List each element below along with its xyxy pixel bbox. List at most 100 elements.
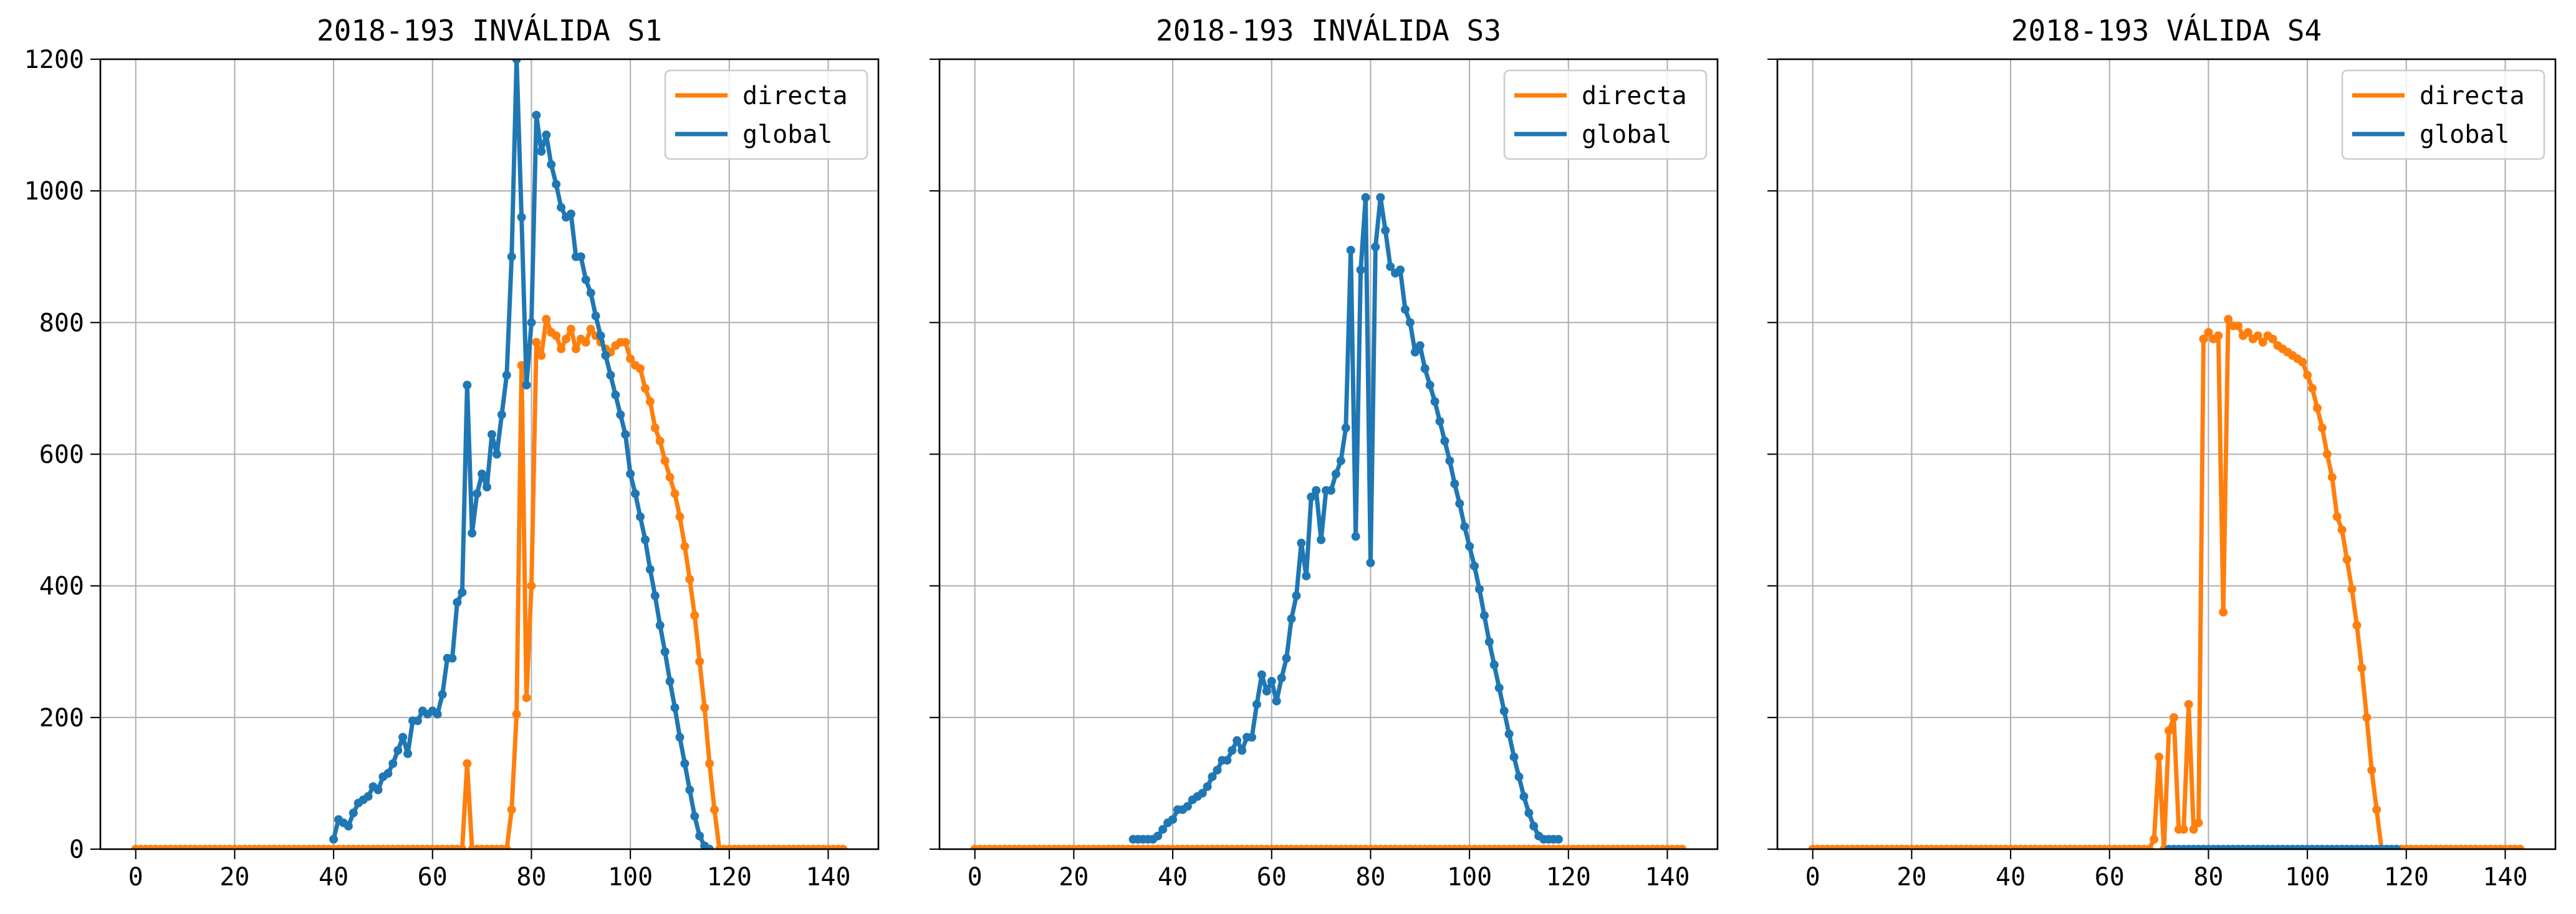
data-point	[463, 380, 472, 390]
plot-area	[970, 193, 1687, 849]
data-point	[1238, 746, 1247, 755]
data-point	[2184, 700, 2193, 709]
data-point	[2298, 357, 2307, 367]
data-point	[1450, 479, 1459, 489]
x-tick-label: 0	[1805, 863, 1820, 892]
data-point	[1282, 653, 1291, 663]
data-point	[586, 324, 595, 334]
data-point	[403, 749, 413, 758]
data-point	[621, 430, 630, 439]
data-point	[685, 575, 694, 584]
data-point	[2253, 331, 2262, 340]
data-point	[1307, 493, 1316, 502]
data-point	[1317, 535, 1326, 544]
data-point	[640, 383, 650, 393]
data-point	[650, 591, 660, 600]
series-line	[1133, 195, 1559, 842]
data-point	[1331, 469, 1340, 479]
data-point	[433, 710, 442, 719]
legend-label: directa	[2420, 82, 2525, 110]
data-point	[709, 805, 719, 814]
data-point	[388, 759, 398, 768]
data-point	[685, 785, 694, 794]
data-point	[393, 746, 403, 755]
data-point	[458, 588, 467, 597]
data-point	[383, 769, 393, 778]
data-point	[1529, 822, 1539, 831]
subplot: 2018-193 VÁLIDA S4 0 20 40 60 80 100 120 140 dire…	[1767, 14, 2557, 892]
y-tick-label: 1000	[24, 177, 84, 206]
x-tick-label: 80	[1355, 863, 1385, 892]
data-point	[547, 160, 556, 169]
data-point	[557, 203, 566, 212]
data-point	[2322, 450, 2332, 459]
legend: directa global	[664, 69, 868, 160]
data-point	[616, 410, 625, 420]
plot-area	[131, 59, 848, 849]
x-tick-label: 60	[1257, 863, 1287, 892]
x-tick-label: 100	[2285, 863, 2330, 892]
data-point	[1203, 782, 1212, 791]
data-point	[1479, 611, 1489, 620]
data-point	[2204, 328, 2213, 337]
data-point	[329, 835, 339, 844]
data-point	[1158, 825, 1168, 834]
legend: directa global	[1503, 69, 1708, 160]
data-point	[1277, 673, 1286, 683]
data-point	[542, 315, 551, 324]
data-point	[2243, 328, 2252, 337]
data-point	[532, 110, 541, 120]
data-point	[670, 489, 680, 498]
data-point	[1292, 591, 1301, 600]
data-point	[1326, 486, 1335, 495]
data-point	[537, 147, 546, 156]
data-point	[601, 351, 610, 360]
data-point	[492, 450, 501, 459]
data-point	[660, 647, 670, 657]
x-tick-label: 20	[1059, 863, 1089, 892]
data-point	[700, 703, 709, 712]
data-point	[1381, 226, 1390, 235]
data-point	[1504, 729, 1514, 739]
data-point	[537, 351, 546, 360]
data-point	[2352, 621, 2362, 630]
x-tick-label: 80	[516, 863, 546, 892]
data-point	[626, 469, 635, 479]
data-point	[2372, 805, 2381, 814]
data-point	[1400, 305, 1410, 314]
x-tick-label: 40	[1996, 863, 2026, 892]
legend: directa global	[2341, 69, 2545, 160]
data-point	[695, 831, 704, 840]
data-point	[1346, 246, 1355, 255]
data-point	[478, 469, 487, 479]
data-point	[532, 338, 541, 347]
data-point	[655, 621, 665, 630]
axes-frame	[1776, 58, 2557, 850]
data-point	[566, 209, 575, 219]
y-tick-label: 0	[69, 835, 84, 864]
data-point	[1302, 571, 1311, 580]
legend-label: directa	[1582, 82, 1687, 110]
data-point	[665, 473, 675, 482]
subplot: 2018-193 INVÁLIDA S3 0 20 40 60 80 100 120 140 di…	[930, 14, 1719, 892]
data-point	[398, 733, 408, 742]
data-point	[1494, 683, 1504, 693]
data-point	[1247, 733, 1257, 742]
data-point	[2169, 713, 2178, 722]
x-tick-label: 140	[805, 863, 850, 892]
legend-box	[1503, 69, 1708, 160]
data-point	[1425, 380, 1435, 390]
x-tick-label: 60	[2095, 863, 2125, 892]
data-point	[1168, 815, 1178, 824]
data-point	[483, 483, 492, 492]
data-point	[348, 808, 358, 817]
data-point	[1341, 423, 1350, 433]
data-point	[552, 331, 561, 340]
series-line	[1812, 317, 2521, 849]
x-tick-label: 120	[707, 863, 752, 892]
data-point	[512, 710, 521, 719]
data-point	[1430, 397, 1439, 406]
data-point	[2312, 403, 2322, 413]
data-point	[631, 489, 640, 498]
